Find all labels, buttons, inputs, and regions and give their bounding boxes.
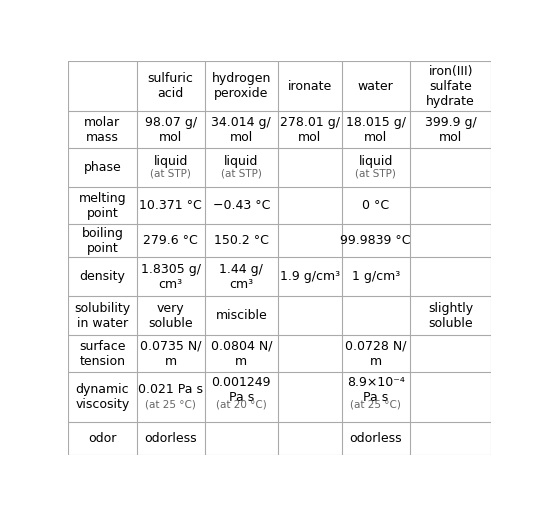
Text: 0.0804 N/
m: 0.0804 N/ m xyxy=(211,340,272,368)
Text: hydrogen
peroxide: hydrogen peroxide xyxy=(211,73,271,100)
Text: 279.6 °C: 279.6 °C xyxy=(144,234,198,247)
Text: 150.2 °C: 150.2 °C xyxy=(214,234,269,247)
Text: odor: odor xyxy=(88,432,117,445)
Text: miscible: miscible xyxy=(215,309,267,322)
Text: iron(III)
sulfate
hydrate: iron(III) sulfate hydrate xyxy=(426,65,475,108)
Text: (at 20 °C): (at 20 °C) xyxy=(216,400,266,410)
Text: 278.01 g/
mol: 278.01 g/ mol xyxy=(280,116,340,144)
Text: −0.43 °C: −0.43 °C xyxy=(212,199,270,213)
Text: ironate: ironate xyxy=(287,80,332,93)
Text: 1 g/cm³: 1 g/cm³ xyxy=(352,270,400,283)
Text: (at 25 °C): (at 25 °C) xyxy=(145,400,196,410)
Text: 10.371 °C: 10.371 °C xyxy=(139,199,202,213)
Text: phase: phase xyxy=(84,161,121,174)
Text: surface
tension: surface tension xyxy=(79,340,126,368)
Text: 1.44 g/
cm³: 1.44 g/ cm³ xyxy=(219,263,263,291)
Text: odorless: odorless xyxy=(145,432,197,445)
Text: liquid: liquid xyxy=(153,155,188,169)
Text: odorless: odorless xyxy=(349,432,402,445)
Text: water: water xyxy=(358,80,394,93)
Text: (at STP): (at STP) xyxy=(355,169,396,179)
Text: 0.0728 N/
m: 0.0728 N/ m xyxy=(345,340,406,368)
Text: 34.014 g/
mol: 34.014 g/ mol xyxy=(211,116,271,144)
Text: slightly
soluble: slightly soluble xyxy=(428,301,473,330)
Text: boiling
point: boiling point xyxy=(81,227,123,254)
Text: 98.07 g/
mol: 98.07 g/ mol xyxy=(145,116,197,144)
Text: density: density xyxy=(80,270,126,283)
Text: solubility
in water: solubility in water xyxy=(74,301,130,330)
Text: dynamic
viscosity: dynamic viscosity xyxy=(75,383,129,411)
Text: (at STP): (at STP) xyxy=(221,169,262,179)
Text: 8.9×10⁻⁴
Pa s: 8.9×10⁻⁴ Pa s xyxy=(347,376,405,404)
Text: 0.001249
Pa s: 0.001249 Pa s xyxy=(211,376,271,404)
Text: melting
point: melting point xyxy=(79,192,126,220)
Text: 0.021 Pa s: 0.021 Pa s xyxy=(138,383,203,396)
Text: very
soluble: very soluble xyxy=(149,301,193,330)
Text: (at STP): (at STP) xyxy=(150,169,191,179)
Text: 0 °C: 0 °C xyxy=(362,199,389,213)
Text: molar
mass: molar mass xyxy=(84,116,121,144)
Text: 1.9 g/cm³: 1.9 g/cm³ xyxy=(280,270,340,283)
Text: liquid: liquid xyxy=(359,155,393,169)
Text: 399.9 g/
mol: 399.9 g/ mol xyxy=(425,116,477,144)
Text: liquid: liquid xyxy=(224,155,258,169)
Text: 99.9839 °C: 99.9839 °C xyxy=(341,234,411,247)
Text: 0.0735 N/
m: 0.0735 N/ m xyxy=(140,340,201,368)
Text: (at 25 °C): (at 25 °C) xyxy=(350,400,401,410)
Text: 1.8305 g/
cm³: 1.8305 g/ cm³ xyxy=(141,263,201,291)
Text: 18.015 g/
mol: 18.015 g/ mol xyxy=(346,116,406,144)
Text: sulfuric
acid: sulfuric acid xyxy=(148,73,194,100)
